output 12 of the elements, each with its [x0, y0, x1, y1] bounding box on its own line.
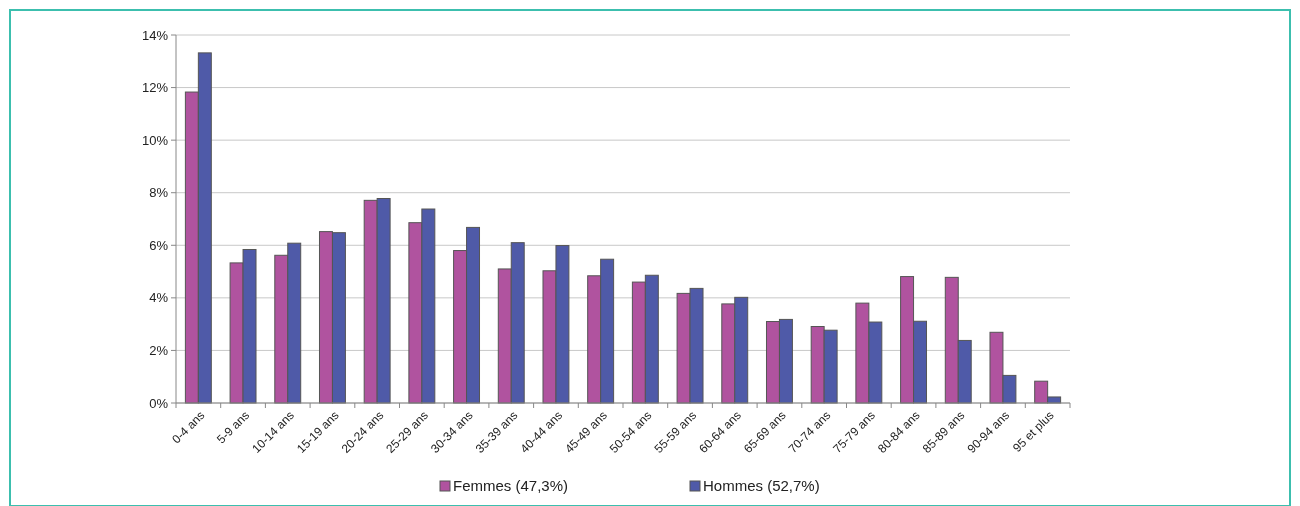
x-tick-label: 5-9 ans: [213, 408, 253, 447]
y-tick-label: 8%: [149, 185, 169, 201]
y-tick-label: 0%: [149, 395, 169, 411]
x-tick-label: 0-4 ans: [169, 408, 208, 447]
y-tick-label: 6%: [149, 237, 169, 253]
y-tick-label: 4%: [149, 290, 169, 306]
y-tick-label: 14%: [141, 27, 169, 43]
y-tick-label: 10%: [141, 132, 169, 148]
y-tick-label: 12%: [141, 80, 169, 96]
y-tick-label: 2%: [149, 342, 169, 358]
legend-label: Femmes (47,3%): [453, 477, 569, 494]
legend-label: Hommes (52,7%): [703, 477, 820, 494]
